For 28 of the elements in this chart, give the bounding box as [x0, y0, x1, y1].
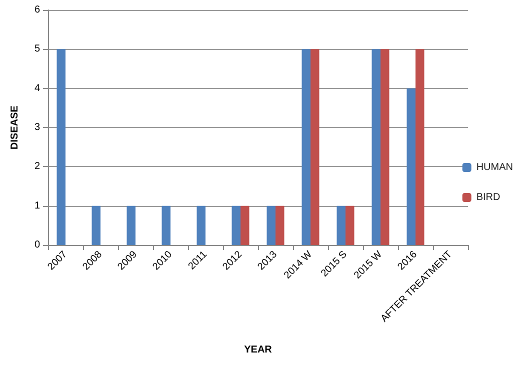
bar: [162, 206, 170, 245]
bar: [92, 206, 100, 245]
bar: [196, 206, 206, 245]
y-tick-label: 3: [34, 122, 40, 133]
y-tick-label: 6: [34, 4, 40, 16]
legend-label: BIRD: [476, 192, 500, 203]
bar: [126, 206, 136, 245]
bar: [310, 49, 320, 245]
y-axis-title: DISEASE: [10, 105, 20, 150]
y-tick-label: 4: [34, 82, 40, 94]
y-tick-label: 5: [34, 44, 40, 55]
x-axis-title: YEAR: [244, 344, 273, 356]
bar: [232, 206, 240, 245]
bar: [276, 206, 284, 245]
bar: [336, 206, 346, 245]
y-tick-label: 0: [34, 240, 40, 250]
bar: [266, 206, 276, 245]
bar: [372, 49, 380, 245]
legend-label: HUMAN: [476, 162, 514, 173]
bar: [56, 49, 66, 245]
bar: [416, 49, 424, 245]
bar: [240, 206, 250, 245]
bar: [346, 206, 354, 245]
bar: [406, 88, 416, 245]
y-tick-label: 1: [34, 200, 40, 212]
bar: [302, 49, 310, 245]
bar: [380, 49, 390, 245]
y-tick-label: 2: [34, 161, 40, 172]
